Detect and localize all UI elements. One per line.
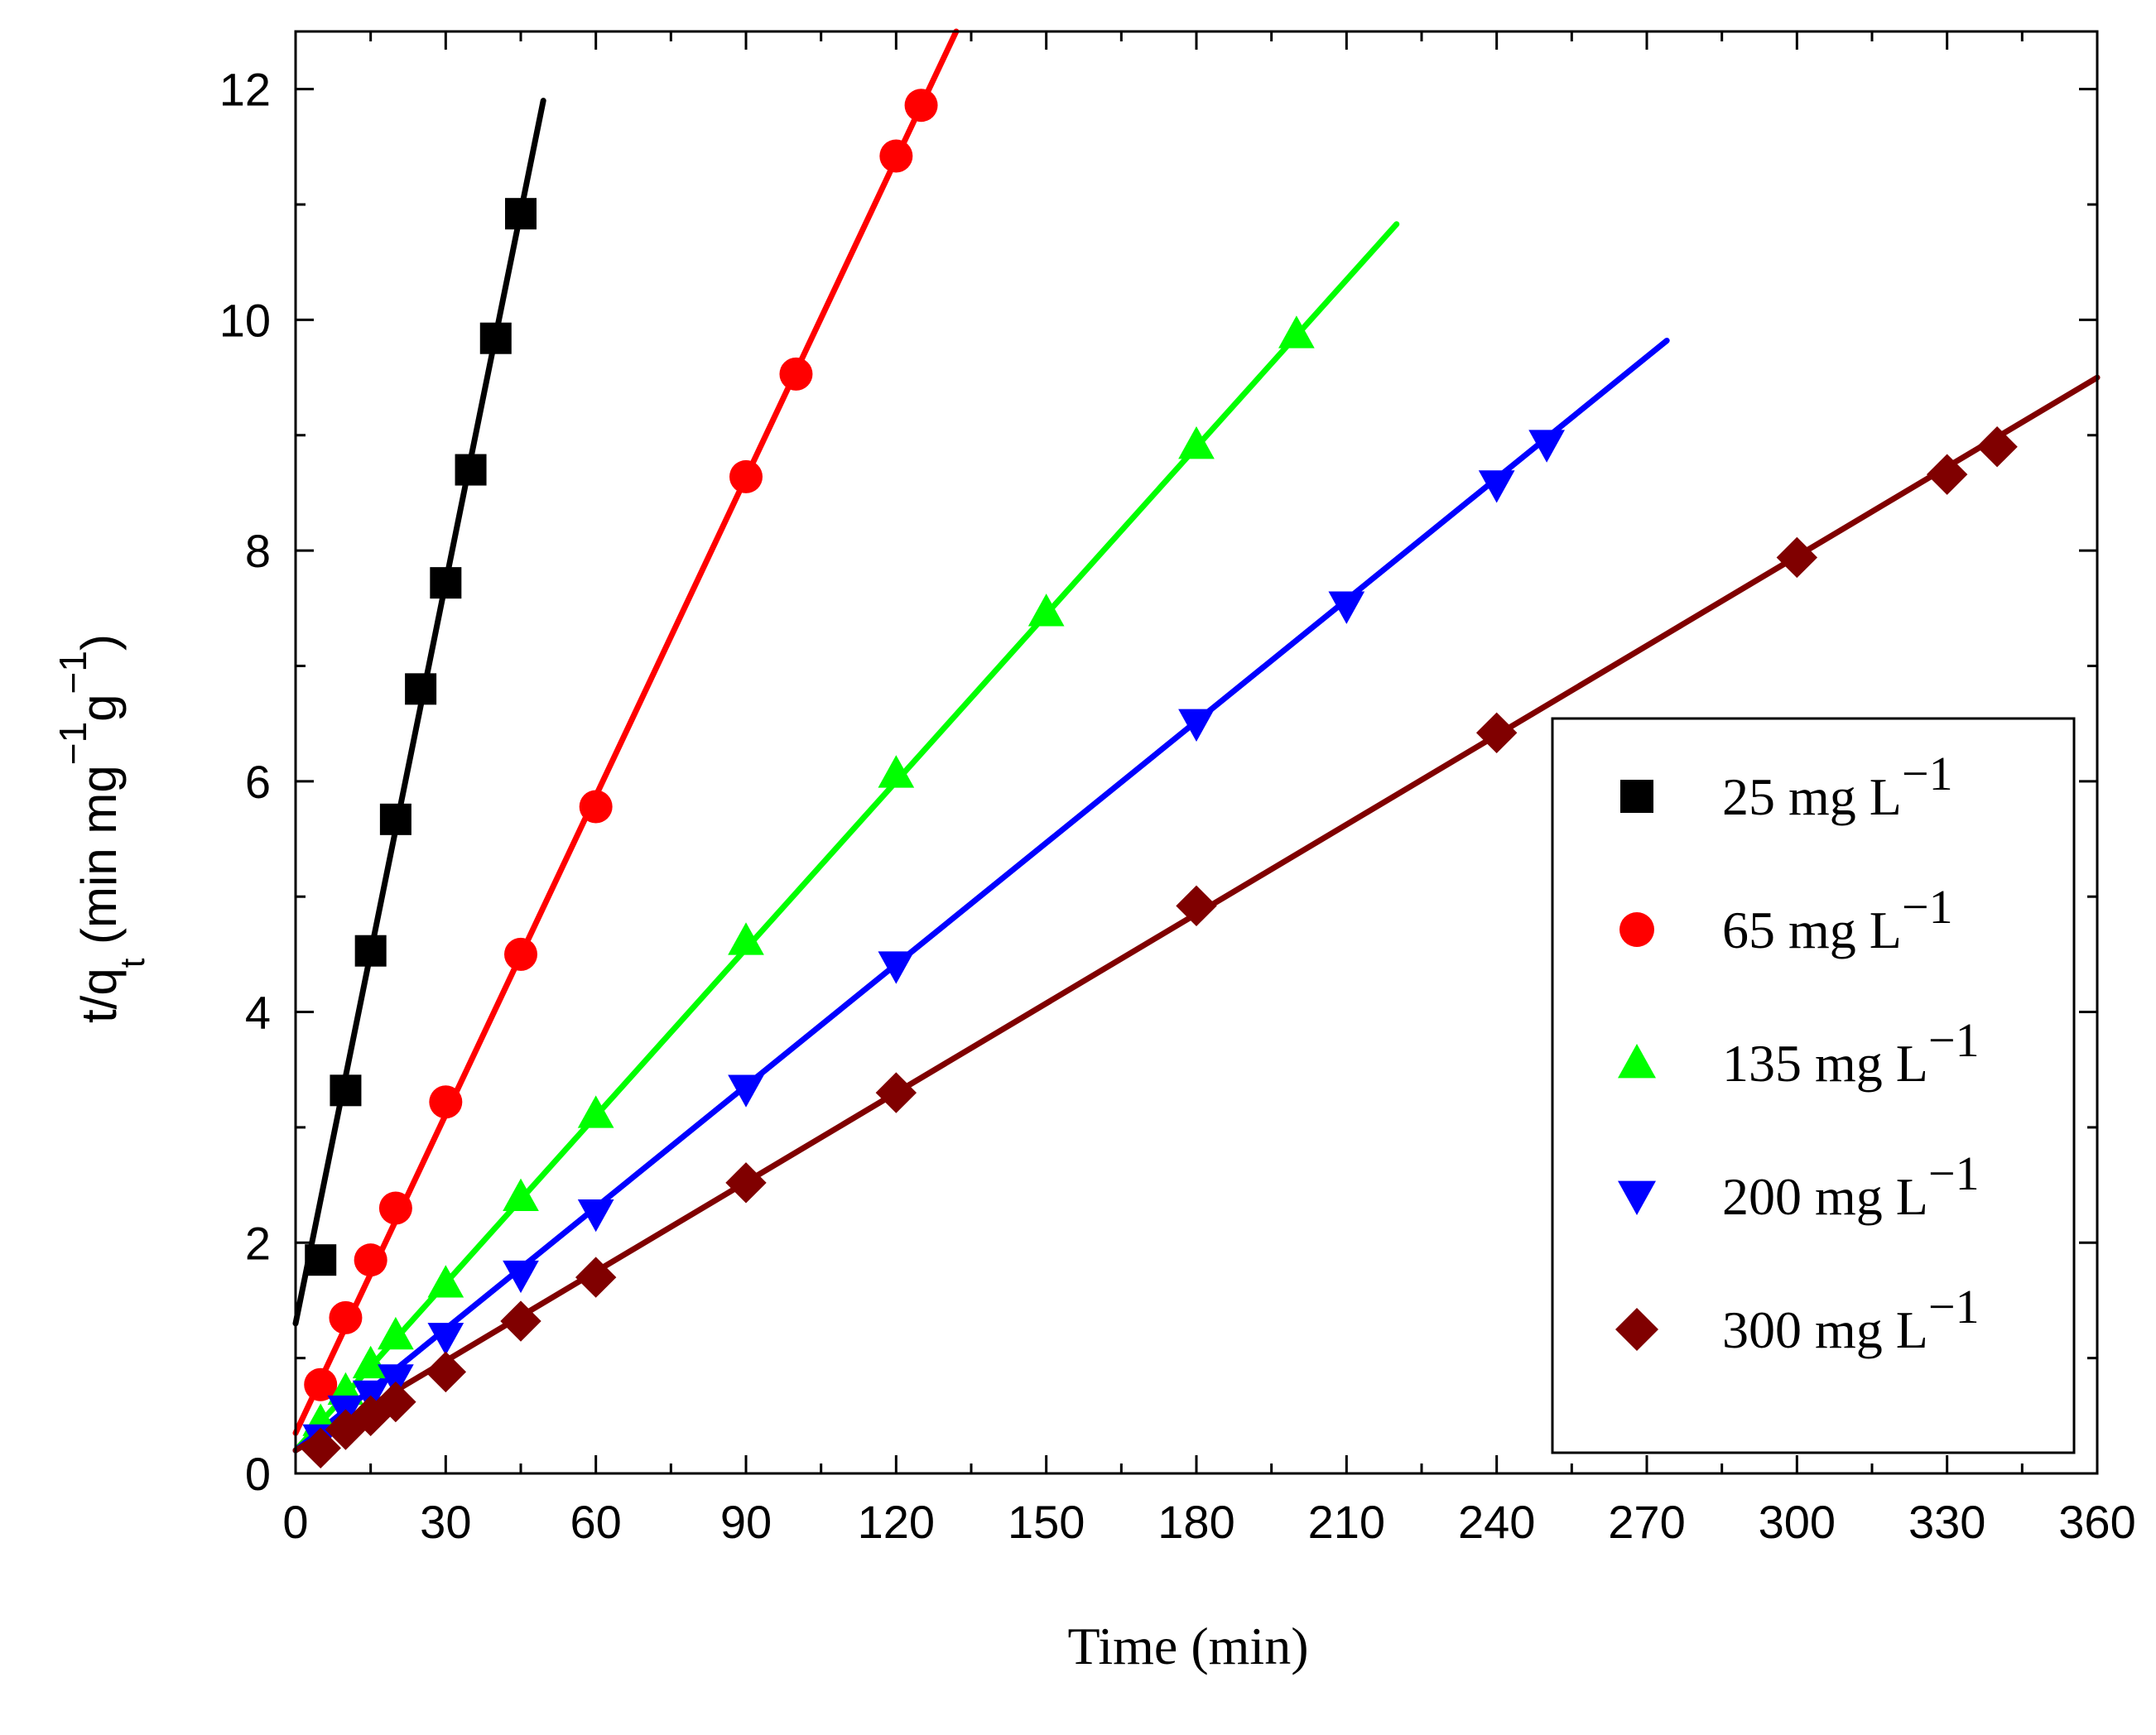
y-tick-label: 2 [245,1217,271,1269]
y-tick-label: 10 [219,294,271,346]
data-point-series-0 [379,803,411,835]
x-tick-label: 60 [570,1496,622,1548]
data-point-series-4 [375,1381,416,1423]
x-tick-label: 330 [1908,1496,1985,1548]
y-tick-label: 12 [219,64,271,116]
data-point-series-1 [779,357,813,391]
data-point-series-4 [425,1351,467,1393]
data-point-series-2 [352,1345,389,1379]
data-point-series-1 [904,89,938,123]
data-point-series-1 [504,937,537,971]
legend-label-2: 135 mg L−1 [1722,1013,1980,1093]
data-point-series-0 [305,1244,337,1276]
data-point-series-2 [1178,426,1215,459]
legend-marker-4 [1615,1308,1658,1351]
data-point-series-2 [1027,594,1065,627]
data-point-series-4 [1776,536,1818,579]
data-point-series-1 [579,790,613,824]
data-point-series-2 [728,922,764,955]
data-point-series-3 [1328,591,1365,624]
x-tick-label: 150 [1008,1496,1085,1548]
data-point-series-4 [300,1427,341,1469]
y-tick-label: 8 [245,525,271,577]
x-tick-label: 0 [282,1496,308,1548]
y-tick-label: 6 [245,756,271,808]
y-axis-title: t/qt (min mg−1g−1) [51,634,152,1023]
data-point-series-2 [577,1095,614,1128]
data-point-series-0 [330,1074,362,1107]
x-tick-label: 360 [2058,1496,2135,1548]
data-point-series-3 [1478,470,1515,503]
legend-marker-3 [1618,1180,1656,1215]
legend-label-3: 200 mg L−1 [1722,1146,1980,1226]
fit-line-2 [292,221,1400,1454]
data-point-series-1 [729,459,763,493]
x-tick-label: 30 [420,1496,471,1548]
y-tick-label: 4 [245,987,271,1039]
data-point-series-4 [325,1409,367,1450]
data-point-series-4 [575,1257,617,1298]
data-point-series-0 [405,673,437,705]
data-point-series-0 [430,567,462,599]
legend-label-0: 25 mg L−1 [1722,747,1953,826]
data-point-series-3 [378,1364,414,1397]
data-point-series-1 [304,1367,338,1401]
data-point-series-3 [427,1323,464,1356]
data-point-series-3 [503,1260,539,1294]
data-point-series-4 [1976,425,2018,468]
y-tick-label: 0 [245,1448,271,1500]
data-point-series-1 [329,1300,363,1334]
data-point-series-4 [1176,885,1217,927]
data-point-series-0 [455,454,487,486]
data-point-series-3 [1528,430,1565,463]
data-markers [300,89,2018,1469]
legend-marker-1 [1619,912,1654,947]
x-axis-title: Time (min) [1068,1617,1309,1675]
data-point-series-2 [427,1265,464,1298]
x-tick-label: 180 [1157,1496,1234,1548]
data-point-series-3 [878,951,915,984]
data-point-series-4 [725,1162,767,1204]
legend-marker-0 [1620,780,1653,813]
data-point-series-3 [577,1199,614,1233]
data-point-series-1 [429,1085,463,1119]
data-point-series-2 [378,1316,414,1350]
data-point-series-3 [1178,709,1215,743]
data-point-series-0 [505,198,537,230]
x-tick-label: 300 [1759,1496,1836,1548]
data-point-series-2 [878,755,915,788]
data-point-series-2 [1278,315,1315,348]
data-point-series-1 [879,139,913,173]
data-point-series-4 [1926,454,1968,495]
fit-line-0 [292,98,546,1327]
data-point-series-1 [378,1191,412,1225]
data-point-series-2 [503,1178,539,1212]
legend: 25 mg L−1 65 mg L−1 135 mg L−1 200 mg L−1 30… [1551,717,2076,1454]
x-tick-label: 240 [1458,1496,1535,1548]
legend-label-4: 300 mg L−1 [1722,1280,1980,1359]
legend-label-1: 65 mg L−1 [1722,880,1953,959]
data-point-series-4 [1475,712,1518,754]
legend-marker-2 [1618,1044,1656,1079]
data-point-series-4 [875,1072,917,1113]
data-point-series-4 [500,1300,541,1342]
x-tick-label: 90 [720,1496,772,1548]
data-point-series-0 [354,935,387,967]
fit-line-3 [292,337,1670,1454]
data-point-series-3 [728,1074,764,1108]
axes: 0 30 60 90 120 150 180 210 240 270 300 330 360 0 2 4 6 8 1… [219,30,2136,1548]
data-point-series-0 [479,322,512,354]
data-point-series-1 [354,1243,387,1277]
x-tick-label: 270 [1608,1496,1685,1548]
x-tick-label: 120 [858,1496,935,1548]
x-tick-label: 210 [1308,1496,1385,1548]
